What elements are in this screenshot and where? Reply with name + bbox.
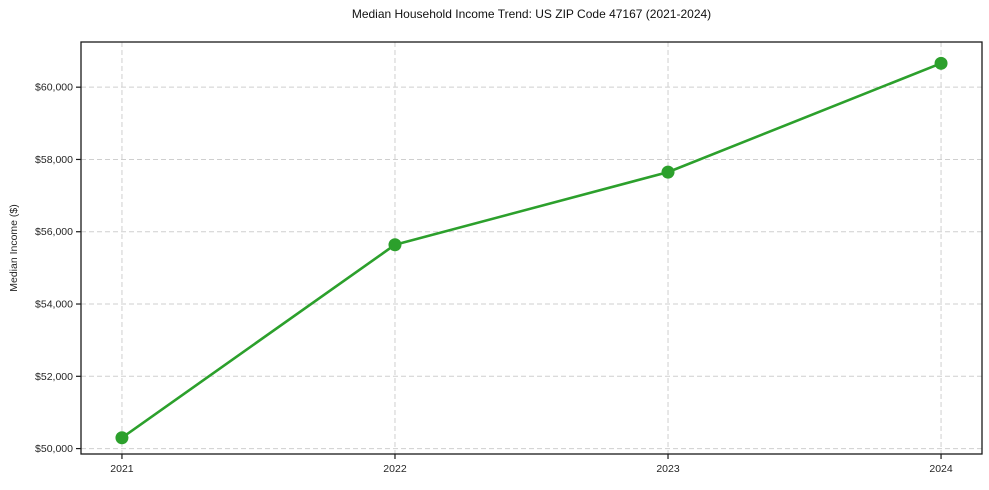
plot-border <box>80 41 983 455</box>
data-point-2022 <box>388 238 402 252</box>
y-tick-label: $50,000 <box>35 443 73 455</box>
x-tick-label: 2023 <box>656 463 680 475</box>
y-tick-label: $58,000 <box>35 154 73 166</box>
y-tick-label: $52,000 <box>35 371 73 383</box>
data-point-2021 <box>115 431 129 445</box>
y-tick-label: $54,000 <box>35 299 73 311</box>
data-point-2024 <box>934 56 948 70</box>
x-tick-label: 2021 <box>110 463 134 475</box>
data-point-2023 <box>661 165 675 179</box>
y-tick-label: $60,000 <box>35 82 73 94</box>
y-tick-label: $56,000 <box>35 226 73 238</box>
trend-line <box>120 62 943 440</box>
x-tick-label: 2022 <box>383 463 407 475</box>
chart-title: Median Household Income Trend: US ZIP Co… <box>351 7 712 21</box>
x-tick-label: 2024 <box>929 463 953 475</box>
